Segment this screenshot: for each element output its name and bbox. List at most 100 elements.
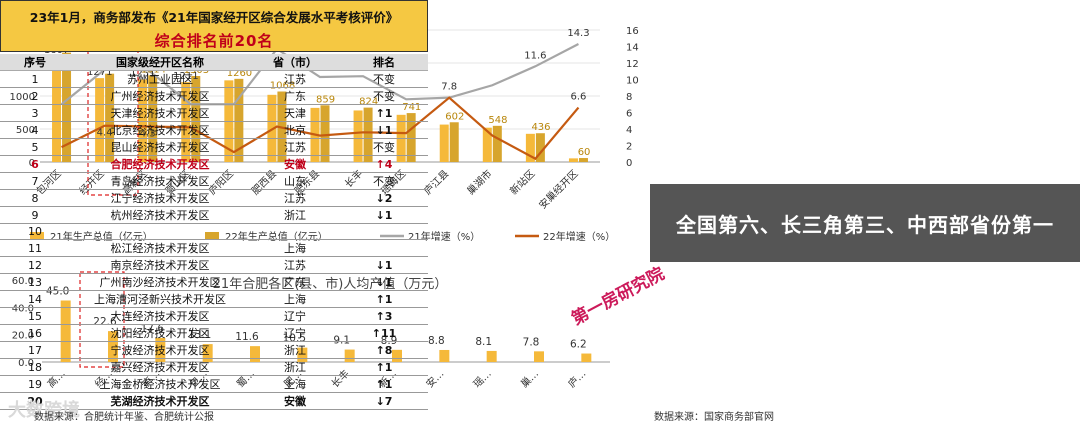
cell-province: 上海 — [250, 290, 340, 309]
cell-name: 昆山经济技术开发区 — [70, 138, 250, 156]
cell-no: 12 — [0, 256, 70, 275]
rate-label: 7.8 — [441, 82, 457, 93]
table-row: 14 上海漕河泾新兴技术开发区 上海 ↑1 — [0, 290, 428, 309]
y-tick-right: 8 — [626, 92, 632, 103]
cell-name: 江宁经济技术开发区 — [70, 189, 250, 207]
table-row: 3 天津经济技术开发区 天津 ↑1 — [0, 104, 428, 122]
watermark-logo: 大数跨境 — [8, 400, 80, 421]
cell-rank-change: ↑11 — [340, 324, 428, 343]
cell-province: 江苏 — [250, 138, 340, 156]
cell-name: 合肥经济技术开发区 — [70, 155, 250, 173]
cell-province: 天津 — [250, 104, 340, 122]
cell-no: 8 — [0, 189, 70, 207]
x-tick-label: 巢湖市 — [464, 167, 494, 197]
cell-no: 4 — [0, 121, 70, 139]
cell-no: 14 — [0, 290, 70, 309]
cell-name: 南京经济技术开发区 — [70, 256, 250, 275]
bar-per-capita-8 — [439, 349, 450, 362]
cell-rank-change: ↓1 — [340, 121, 428, 139]
cell-name: 芜湖经济技术开发区 — [70, 392, 250, 411]
cell-rank-change: ↓7 — [340, 392, 428, 411]
cell-name: 上海金桥经济技术开发区 — [70, 375, 250, 394]
bar-21-12 — [568, 158, 578, 162]
header-rank: 排名 — [340, 54, 428, 71]
data-label: 8.1 — [475, 336, 492, 348]
cell-rank-change: ↑8 — [340, 341, 428, 360]
cell-name: 广州南沙经济技术开发区 — [70, 273, 250, 292]
ranking-title: 23年1月，商务部发布《21年国家经开区综合发展水平考核评价》 — [29, 10, 399, 25]
cell-no: 6 — [0, 155, 70, 173]
cell-province: 上海 — [250, 239, 340, 258]
cell-province: 浙江 — [250, 341, 340, 360]
cell-rank-change: ↓1 — [340, 206, 428, 224]
cell-rank-change: ↑4 — [340, 155, 428, 173]
table-row: 8 江宁经济技术开发区 江苏 ↓2 — [0, 189, 428, 207]
bar-21-11 — [525, 133, 535, 162]
cell-name: 上海漕河泾新兴技术开发区 — [70, 290, 250, 309]
cell-province: 浙江 — [250, 358, 340, 377]
table-row: 9 杭州经济技术开发区 浙江 ↓1 — [0, 206, 428, 224]
cell-name: 广州经济技术开发区 — [70, 87, 250, 105]
rate-label: 14.3 — [567, 28, 589, 39]
table-row: 15 大连经济技术开发区 辽宁 ↑3 — [0, 307, 428, 326]
x-tick-label: 瑶… — [471, 368, 494, 391]
table-row: 17 宁波经济技术开发区 浙江 ↑8 — [0, 341, 428, 360]
cell-province: 辽宁 — [250, 307, 340, 326]
bar-22-10 — [492, 125, 502, 162]
cell-province: 山东 — [250, 172, 340, 190]
data-label: 8.8 — [428, 335, 445, 347]
header-province: 省（市） — [250, 54, 340, 71]
cell-no: 19 — [0, 375, 70, 394]
cell-rank-change: 不变 — [340, 70, 428, 88]
cell-no: 13 — [0, 273, 70, 292]
bar-per-capita-10 — [534, 351, 544, 362]
bar-21-10 — [482, 127, 492, 162]
y-tick-right: 14 — [626, 43, 639, 54]
cell-no: 1 — [0, 70, 70, 88]
y-tick-right: 10 — [626, 76, 639, 87]
bar-22-11 — [535, 133, 545, 162]
cell-rank-change: ↓2 — [340, 189, 428, 207]
cell-no: 10 — [0, 223, 70, 241]
cell-rank-change — [340, 239, 428, 258]
table-row: 12 南京经济技术开发区 江苏 ↓1 — [0, 256, 428, 275]
cell-rank-change: ↑1 — [340, 290, 428, 309]
table-row: 10 — [0, 223, 428, 241]
ranking-subtitle: 综合排名前20名 — [154, 32, 274, 50]
cell-province: 北京 — [250, 121, 340, 139]
table-row: 4 北京经济技术开发区 北京 ↓1 — [0, 121, 428, 139]
cell-no: 17 — [0, 341, 70, 360]
cell-name: 苏州工业园区 — [70, 70, 250, 88]
cell-no: 20 — [0, 392, 70, 411]
cell-no: 15 — [0, 307, 70, 326]
cell-name: 松江经济技术开发区 — [70, 239, 250, 258]
source-right: 数据来源：国家商务部官网 — [654, 412, 774, 423]
cell-name: 嘉兴经济技术开发区 — [70, 358, 250, 377]
cell-province — [250, 223, 340, 241]
cell-province: 广东 — [250, 273, 340, 292]
data-label: 602 — [445, 111, 464, 122]
table-row: 16 沈阳经济技术开发区 辽宁 ↑11 — [0, 324, 428, 343]
y-tick-right: 0 — [626, 158, 632, 169]
cell-no: 18 — [0, 358, 70, 377]
cell-province: 江苏 — [250, 256, 340, 275]
y-tick-right: 6 — [626, 109, 632, 120]
table-header-row: 序号 国家级经开区名称 省（市） 排名 — [0, 54, 428, 71]
ranking-title-box: 23年1月，商务部发布《21年国家经开区综合发展水平考核评价》 综合排名前20名 — [0, 0, 428, 52]
cell-province: 江苏 — [250, 189, 340, 207]
cell-name: 天津经济技术开发区 — [70, 104, 250, 122]
cell-province: 江苏 — [250, 70, 340, 88]
x-tick-label: 安巢经开区 — [536, 167, 581, 212]
cell-province: 安徽 — [250, 155, 340, 173]
x-tick-label: 新站区 — [507, 167, 537, 197]
source-left: 数据来源：合肥统计年鉴、合肥统计公报 — [34, 412, 214, 423]
cell-province: 广东 — [250, 87, 340, 105]
cell-name: 青岛经济技术开发区 — [70, 172, 250, 190]
data-label: 436 — [531, 122, 550, 133]
y-tick-right: 16 — [626, 26, 639, 37]
table-row: 18 嘉兴经济技术开发区 浙江 ↑1 — [0, 358, 428, 377]
cell-province: 辽宁 — [250, 324, 340, 343]
bar-22-9 — [449, 122, 459, 162]
header-no: 序号 — [0, 54, 70, 71]
table-row: 5 昆山经济技术开发区 江苏 不变 — [0, 138, 428, 156]
